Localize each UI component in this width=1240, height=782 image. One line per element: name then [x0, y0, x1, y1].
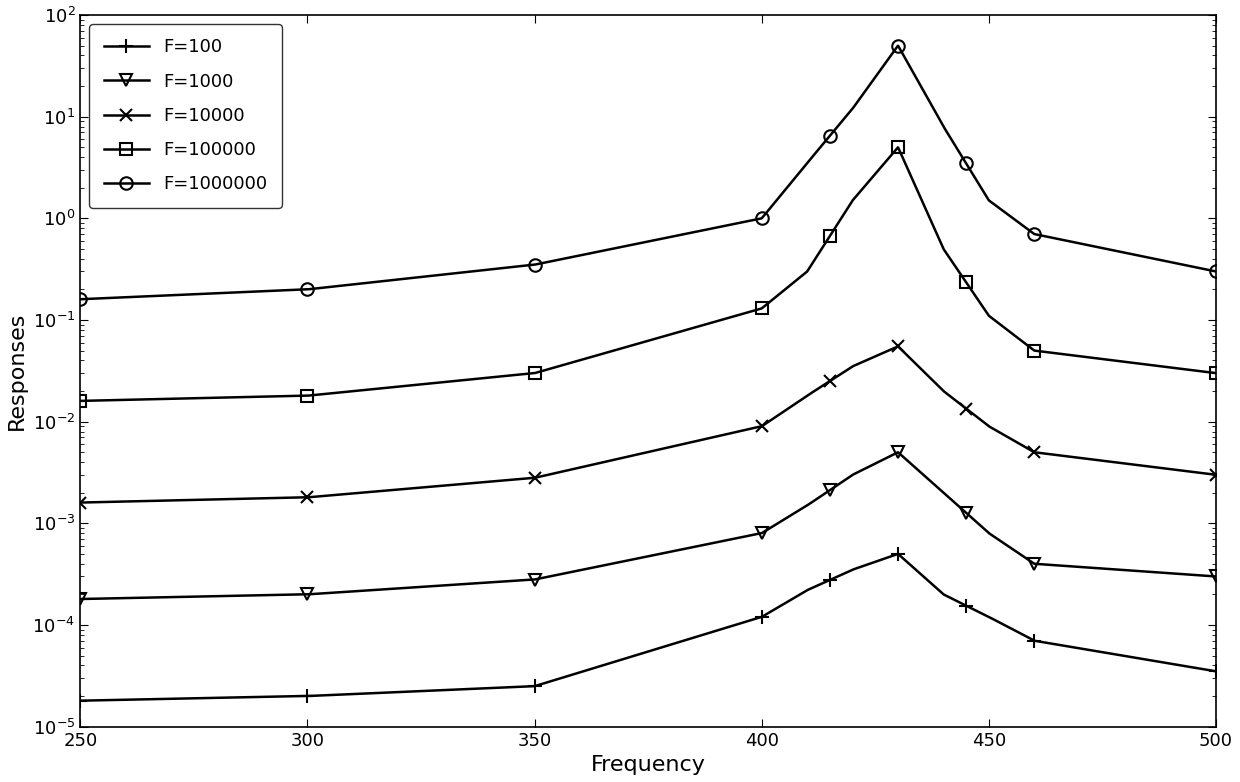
X-axis label: Frequency: Frequency	[590, 755, 706, 775]
F=100	[300, 691, 315, 701]
F=10000	[300, 493, 315, 502]
F=1000	[527, 575, 542, 584]
F=100000	[959, 278, 973, 287]
Line: F=1000000: F=1000000	[74, 39, 1223, 306]
F=100	[1027, 636, 1042, 645]
Legend: F=100, F=1000, F=10000, F=100000, F=1000000: F=100, F=1000, F=10000, F=100000, F=1000…	[89, 24, 281, 208]
F=100	[822, 576, 837, 585]
F=1000	[959, 508, 973, 518]
F=1000000	[754, 213, 769, 223]
F=100	[890, 549, 905, 558]
F=10000	[959, 404, 973, 414]
F=1000000	[959, 159, 973, 168]
F=100	[527, 681, 542, 691]
F=100000	[890, 142, 905, 152]
Line: F=10000: F=10000	[74, 340, 1223, 509]
F=10000	[1027, 447, 1042, 457]
F=1000	[1027, 559, 1042, 569]
F=100000	[527, 368, 542, 378]
F=100	[959, 601, 973, 610]
F=100000	[300, 391, 315, 400]
F=100000	[1027, 346, 1042, 355]
F=10000	[890, 342, 905, 351]
F=1000	[754, 529, 769, 538]
F=1000000	[1209, 267, 1224, 276]
Line: F=100000: F=100000	[74, 142, 1221, 407]
F=10000	[73, 498, 88, 508]
F=1000	[1209, 572, 1224, 581]
F=1000	[890, 447, 905, 457]
F=10000	[1209, 470, 1224, 479]
F=1000	[73, 594, 88, 604]
F=10000	[754, 421, 769, 431]
F=1000	[822, 486, 837, 495]
F=1000	[300, 590, 315, 599]
F=1000000	[73, 295, 88, 304]
F=10000	[822, 376, 837, 386]
F=100	[1209, 666, 1224, 676]
F=1000000	[300, 285, 315, 294]
Line: F=100: F=100	[73, 547, 1223, 708]
Line: F=1000: F=1000	[74, 446, 1223, 605]
F=100000	[1209, 368, 1224, 378]
F=100	[754, 612, 769, 622]
F=1000000	[890, 41, 905, 50]
F=100000	[754, 303, 769, 313]
F=1000000	[1027, 229, 1042, 239]
F=100	[73, 696, 88, 705]
F=10000	[527, 473, 542, 482]
F=1000000	[527, 260, 542, 269]
F=100000	[73, 396, 88, 406]
F=100000	[822, 231, 837, 241]
Y-axis label: Responses: Responses	[7, 312, 27, 430]
F=1000000	[822, 131, 837, 141]
